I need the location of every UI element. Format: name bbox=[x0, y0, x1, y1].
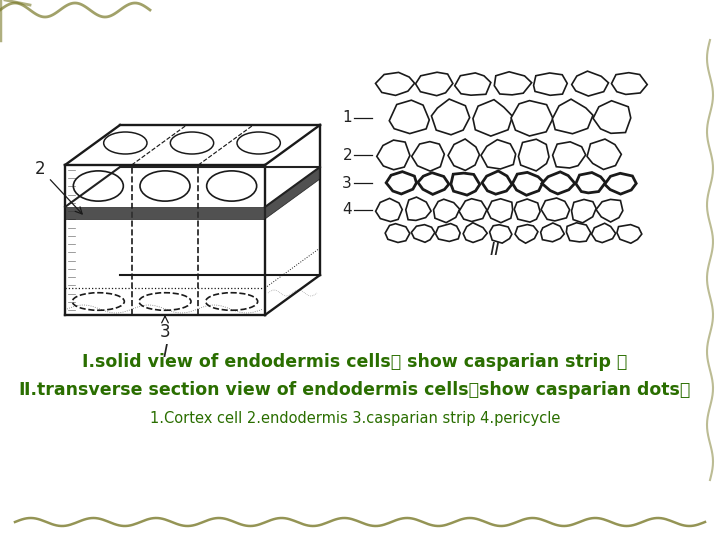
Polygon shape bbox=[542, 172, 575, 194]
Polygon shape bbox=[376, 198, 402, 221]
Polygon shape bbox=[473, 100, 513, 136]
Text: 2: 2 bbox=[343, 147, 352, 163]
Text: I: I bbox=[163, 343, 168, 361]
Polygon shape bbox=[418, 173, 449, 194]
Polygon shape bbox=[376, 72, 415, 96]
Polygon shape bbox=[448, 139, 480, 171]
Polygon shape bbox=[385, 224, 410, 242]
Polygon shape bbox=[406, 197, 431, 220]
Polygon shape bbox=[377, 140, 410, 170]
Polygon shape bbox=[415, 72, 453, 96]
Polygon shape bbox=[553, 142, 585, 168]
Polygon shape bbox=[511, 100, 553, 136]
Polygon shape bbox=[541, 223, 564, 242]
Polygon shape bbox=[515, 225, 538, 243]
Polygon shape bbox=[518, 139, 549, 171]
Polygon shape bbox=[433, 199, 459, 222]
Polygon shape bbox=[605, 173, 636, 194]
Polygon shape bbox=[481, 140, 516, 169]
Polygon shape bbox=[390, 100, 429, 133]
Polygon shape bbox=[576, 172, 606, 193]
Polygon shape bbox=[431, 99, 469, 135]
Polygon shape bbox=[487, 199, 513, 222]
Polygon shape bbox=[482, 171, 512, 194]
Polygon shape bbox=[534, 73, 567, 95]
Text: 3: 3 bbox=[342, 176, 352, 191]
Polygon shape bbox=[514, 199, 540, 222]
Polygon shape bbox=[596, 199, 623, 222]
Text: Ⅰ.solid view of endodermis cells（ show casparian strip ）: Ⅰ.solid view of endodermis cells（ show c… bbox=[82, 353, 628, 371]
Polygon shape bbox=[265, 167, 320, 219]
Text: 4: 4 bbox=[343, 202, 352, 218]
Polygon shape bbox=[587, 139, 621, 170]
Text: Ⅱ.transverse section view of endodermis cells（show casparian dots）: Ⅱ.transverse section view of endodermis … bbox=[19, 381, 690, 399]
Polygon shape bbox=[490, 225, 512, 243]
Polygon shape bbox=[552, 99, 593, 134]
Polygon shape bbox=[513, 172, 543, 195]
Polygon shape bbox=[451, 173, 480, 195]
Polygon shape bbox=[412, 141, 444, 171]
Text: 1: 1 bbox=[343, 111, 352, 125]
Text: 3: 3 bbox=[160, 316, 171, 341]
Polygon shape bbox=[593, 101, 631, 133]
Polygon shape bbox=[572, 199, 596, 223]
Polygon shape bbox=[611, 73, 647, 94]
Polygon shape bbox=[592, 223, 616, 242]
Text: 1.Cortex cell 2.endodermis 3.casparian strip 4.pericycle: 1.Cortex cell 2.endodermis 3.casparian s… bbox=[150, 410, 560, 426]
Polygon shape bbox=[495, 72, 531, 95]
Polygon shape bbox=[386, 172, 416, 194]
Polygon shape bbox=[541, 198, 570, 221]
Text: 2: 2 bbox=[35, 160, 82, 214]
Text: II: II bbox=[490, 241, 500, 259]
Polygon shape bbox=[436, 224, 460, 241]
Polygon shape bbox=[411, 225, 435, 242]
Polygon shape bbox=[65, 207, 265, 219]
Polygon shape bbox=[459, 199, 487, 221]
Polygon shape bbox=[572, 71, 608, 96]
Polygon shape bbox=[617, 225, 642, 243]
Polygon shape bbox=[463, 222, 487, 242]
Polygon shape bbox=[455, 73, 491, 95]
Polygon shape bbox=[567, 222, 591, 242]
